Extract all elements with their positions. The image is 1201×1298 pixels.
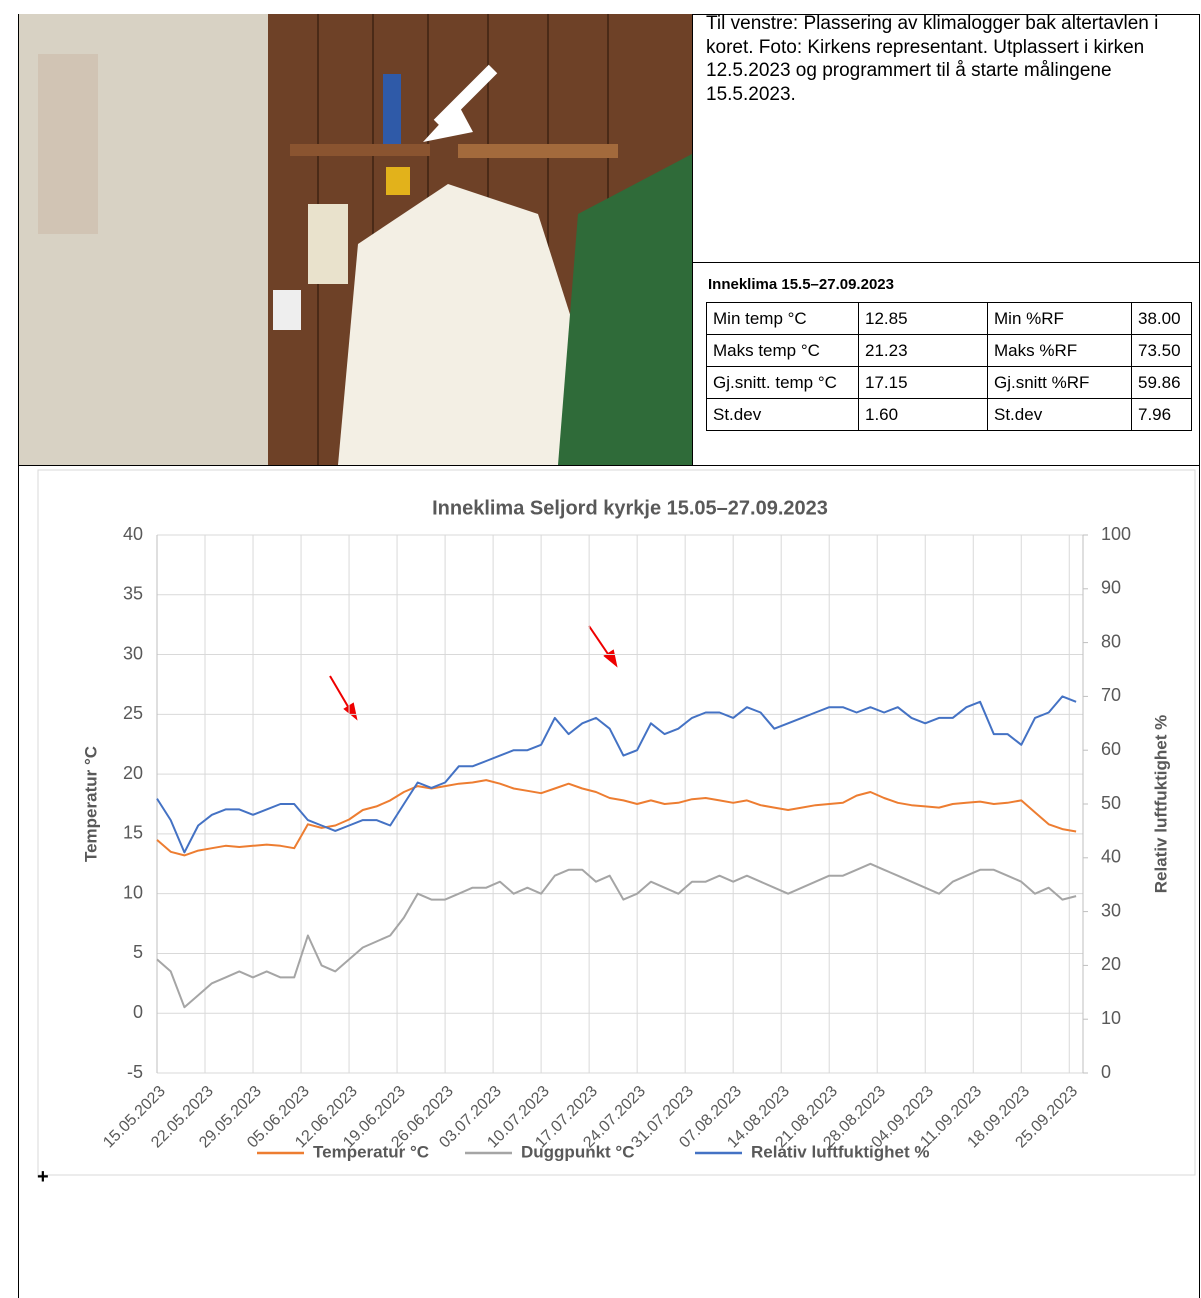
y-tick-label: 20: [123, 763, 143, 783]
y2-tick-label: 100: [1101, 524, 1131, 544]
y-tick-label: 15: [123, 823, 143, 843]
y-tick-label: 40: [123, 524, 143, 544]
y2-tick-label: 50: [1101, 793, 1121, 813]
y-tick-label: 25: [123, 703, 143, 723]
series-line: [157, 864, 1076, 1007]
y-tick-label: 35: [123, 584, 143, 604]
legend-label: Relativ luftfuktighet %: [751, 1142, 930, 1161]
y2-axis-label: Relativ luftfuktighet %: [1151, 715, 1170, 894]
y-axis-label: Temperatur °C: [81, 746, 100, 862]
page: { "caption": "Til venstre: Plassering av…: [0, 0, 1201, 1298]
y2-tick-label: 80: [1101, 631, 1121, 651]
y-tick-label: 30: [123, 643, 143, 663]
y2-tick-label: 60: [1101, 739, 1121, 759]
series-line: [157, 780, 1076, 855]
y2-tick-label: 20: [1101, 954, 1121, 974]
y-tick-label: 5: [133, 942, 143, 962]
y-tick-label: -5: [127, 1062, 143, 1082]
y-tick-label: 10: [123, 882, 143, 902]
annotation-arrows: [330, 626, 616, 718]
chart: Inneklima Seljord kyrkje 15.05–27.09.202…: [0, 0, 1201, 1298]
y2-tick-label: 90: [1101, 578, 1121, 598]
footnote-mark: +: [37, 1166, 49, 1189]
y2-tick-label: 0: [1101, 1062, 1111, 1082]
y2-tick-label: 10: [1101, 1008, 1121, 1028]
y-tick-label: 0: [133, 1002, 143, 1022]
legend-label: Duggpunkt °C: [521, 1142, 635, 1161]
y2-tick-label: 40: [1101, 847, 1121, 867]
legend-label: Temperatur °C: [313, 1142, 429, 1161]
y2-tick-label: 30: [1101, 900, 1121, 920]
chart-title: Inneklima Seljord kyrkje 15.05–27.09.202…: [432, 497, 828, 519]
y2-tick-label: 70: [1101, 685, 1121, 705]
